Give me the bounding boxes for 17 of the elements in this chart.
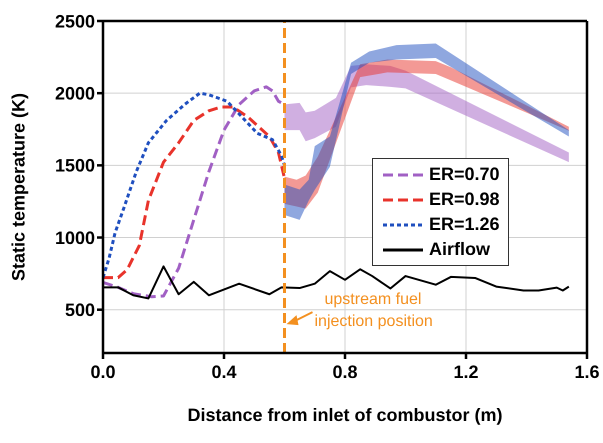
x-axis-title: Distance from inlet of combustor (m) xyxy=(187,405,503,425)
y-tick-label: 500 xyxy=(64,300,95,320)
y-axis-title: Static temperature (K) xyxy=(8,92,28,282)
y-tick-label: 1000 xyxy=(54,228,95,248)
x-tick-label: 1.6 xyxy=(574,362,600,382)
legend-label: ER=0.70 xyxy=(429,164,500,185)
legend-label: ER=1.26 xyxy=(429,214,500,235)
legend-label: Airflow xyxy=(429,239,490,260)
y-tick-label: 2500 xyxy=(54,11,95,32)
y-tick-label: 1500 xyxy=(54,156,95,176)
x-tick-label: 0.4 xyxy=(211,362,237,382)
y-tick-label: 2000 xyxy=(54,84,95,104)
legend-label: ER=0.98 xyxy=(429,189,500,210)
annotation: upstream fuel injection position xyxy=(314,291,433,330)
x-tick-label: 0.0 xyxy=(90,362,116,382)
x-tick-label: 1.2 xyxy=(453,362,479,382)
x-tick-label: 0.8 xyxy=(332,362,358,382)
